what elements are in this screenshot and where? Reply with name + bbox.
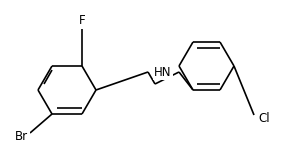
Text: HN: HN xyxy=(154,66,172,78)
Text: F: F xyxy=(79,14,85,27)
Text: Cl: Cl xyxy=(258,111,270,124)
Text: Br: Br xyxy=(15,131,28,144)
